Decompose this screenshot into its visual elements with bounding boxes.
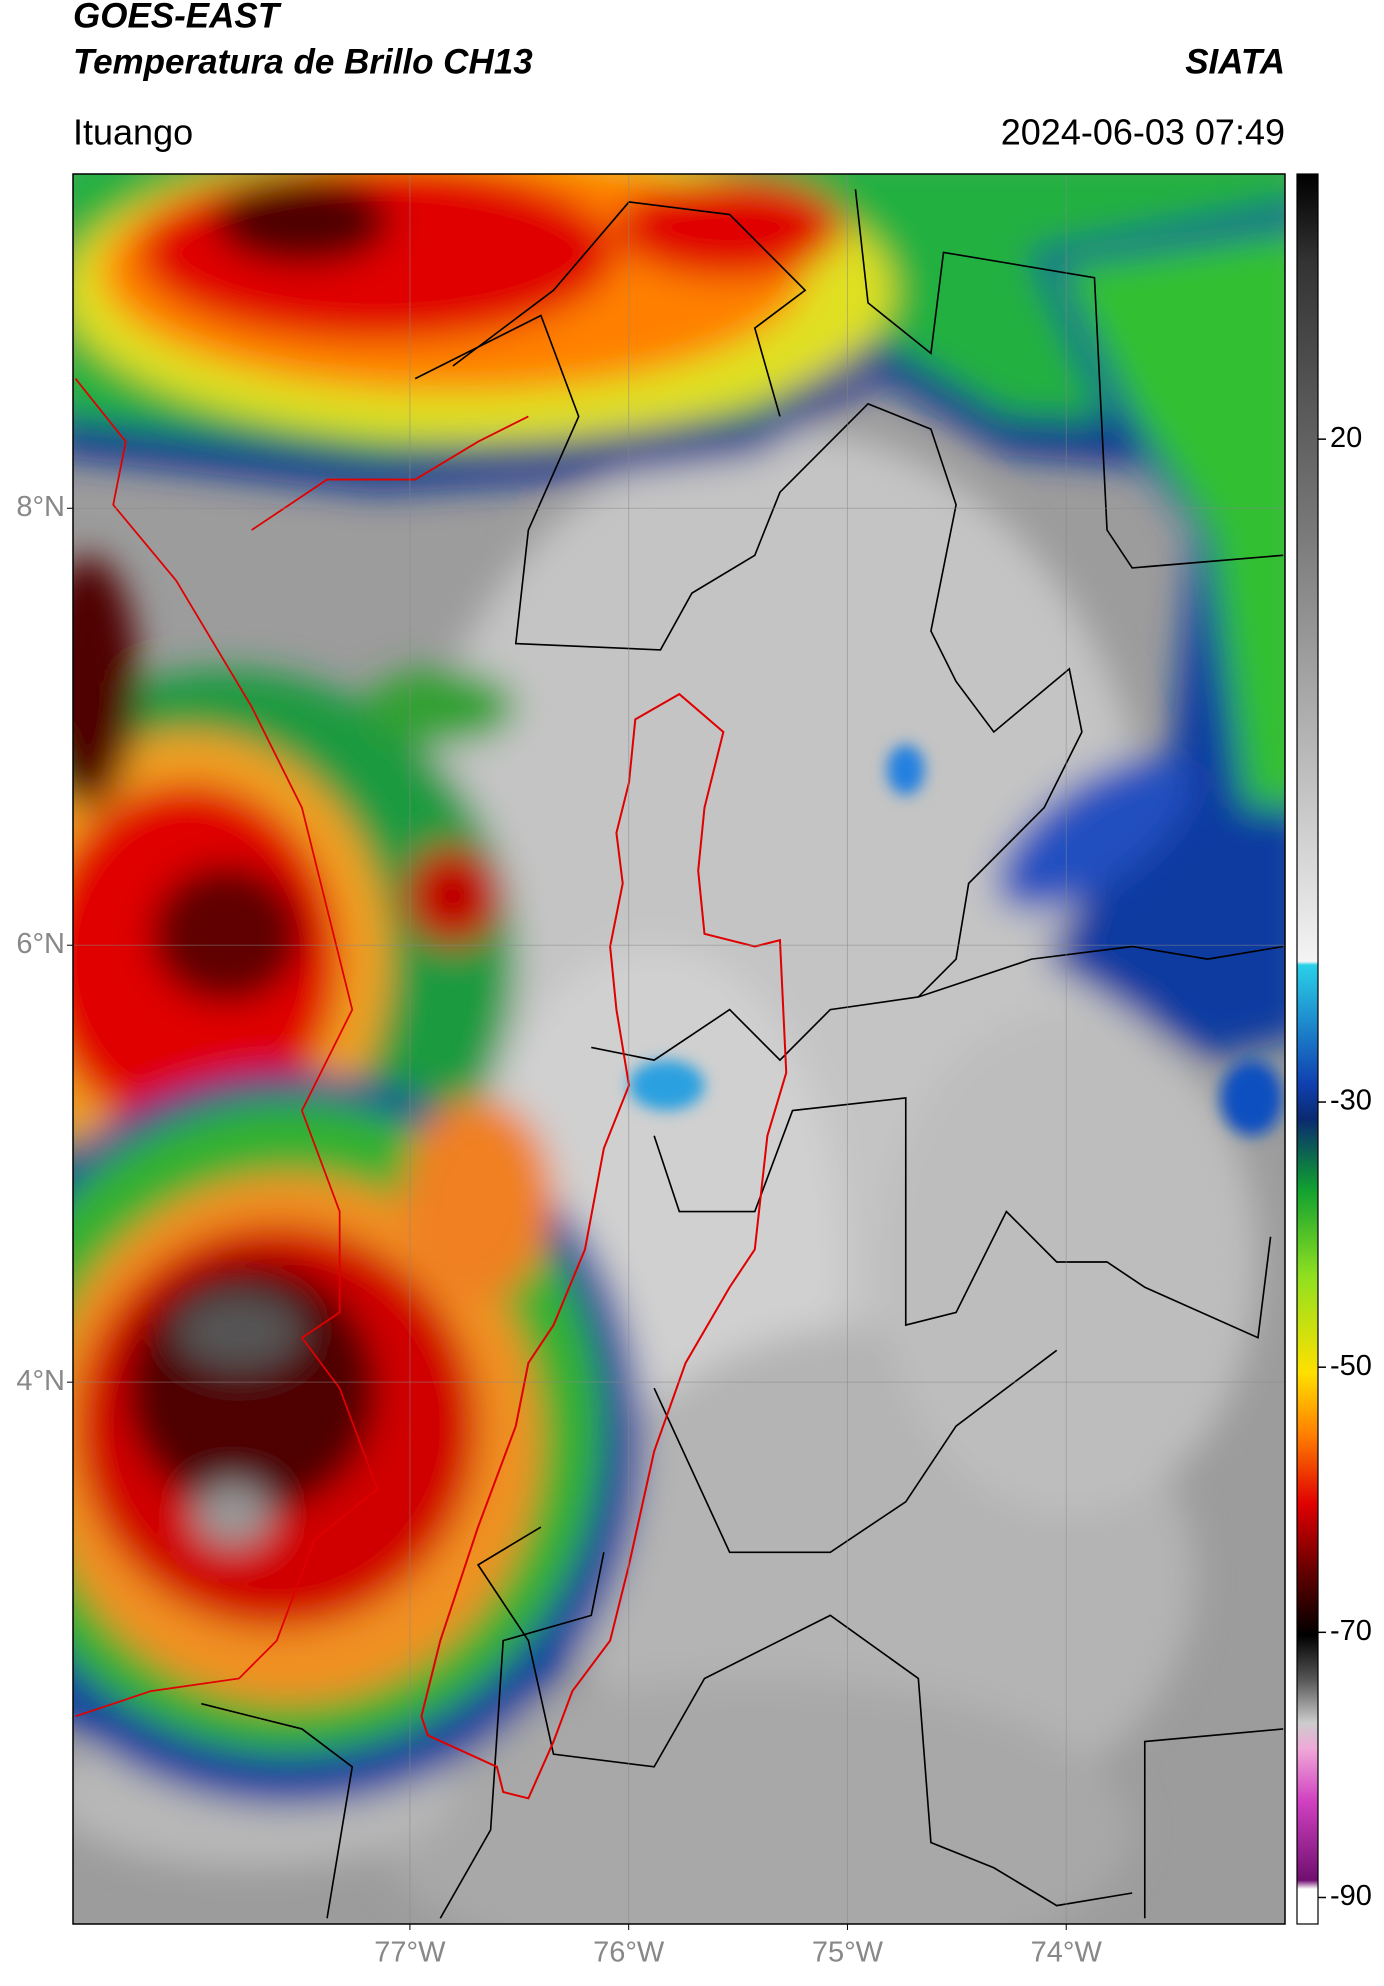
lat-tick-label: 8°N [16, 491, 65, 523]
lat-tick-label: 4°N [16, 1365, 65, 1397]
colorbar-tick-label: -90 [1330, 1880, 1372, 1912]
lat-tick-label: 6°N [16, 928, 65, 960]
map-frame [72, 173, 1286, 1925]
satellite-image [73, 174, 1285, 1924]
colorbar-axis: 20 -30 -50 -70 -90 [1318, 422, 1372, 1912]
source-title: GOES-EAST [73, 0, 282, 35]
lon-tick-label: 75°W [812, 1937, 884, 1969]
graticule: 8°N 6°N 4°N 77°W 76°W 75°W 74°W [16, 174, 1285, 1969]
datetime: 2024-06-03 07:49 [1001, 112, 1285, 153]
lon-tick-label: 74°W [1031, 1937, 1103, 1969]
location: Ituango [73, 112, 193, 153]
colorbar-tick-label: -70 [1330, 1615, 1372, 1647]
product-title: Temperatura de Brillo CH13 [73, 42, 533, 81]
colorbar-tick-label: -50 [1330, 1350, 1372, 1382]
lon-tick-label: 76°W [593, 1937, 665, 1969]
colorbar-tick-label: 20 [1330, 422, 1362, 454]
lon-tick-label: 77°W [374, 1937, 446, 1969]
colorbar [1296, 173, 1319, 1925]
colorbar-tick-label: -30 [1330, 1085, 1372, 1117]
organization: SIATA [1185, 42, 1285, 81]
